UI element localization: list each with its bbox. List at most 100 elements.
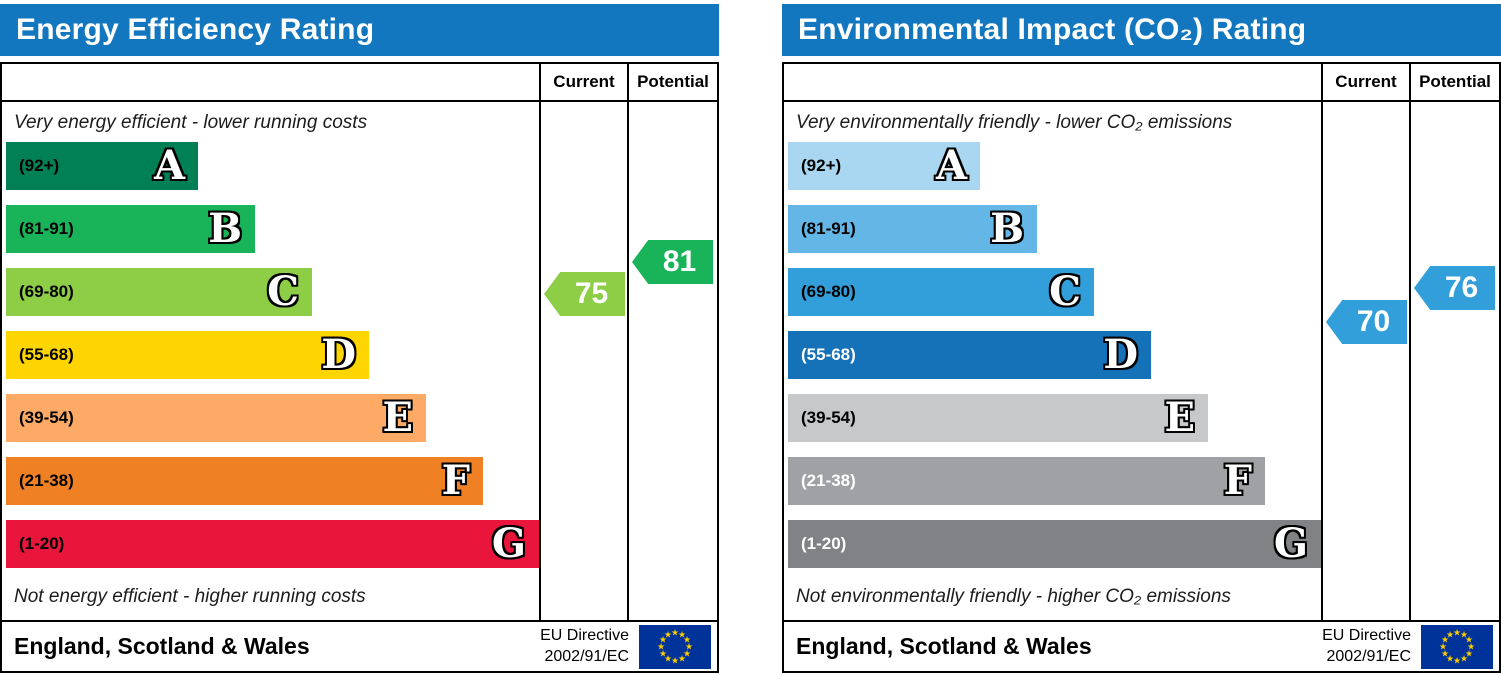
co2-region-label: England, Scotland & Wales (796, 633, 1092, 659)
energy-potential-value: 81 (662, 245, 697, 278)
band-g-range: (1-20) (801, 534, 847, 553)
eu-star-icon: ★ (684, 641, 694, 651)
energy-bands: (92+) A (81-91) B (69-80 (2, 142, 539, 568)
potential-column-header: Potential (637, 72, 709, 91)
current-column-header: Current (1323, 64, 1411, 100)
band-c-bar: (69-80) C (6, 268, 312, 316)
band-row-b: (81-91) B (6, 205, 539, 253)
energy-current-arrow: 75 (544, 272, 625, 316)
band-e-bar: (39-54) E (6, 394, 426, 442)
header-spacer (784, 64, 1323, 100)
band-d-range: (55-68) (19, 345, 74, 364)
band-a-letter: A (935, 142, 967, 189)
eu-star-icon: ★ (670, 627, 680, 637)
band-a-range: (92+) (19, 156, 60, 175)
environmental-impact-panel: Environmental Impact (CO₂) Rating Curren… (782, 4, 1501, 673)
co2-potential-arrow: 76 (1414, 266, 1495, 310)
band-f-bar: (21-38) F (788, 457, 1265, 505)
band-e-letter: E (382, 394, 414, 441)
co2-current-column: 70 (1323, 102, 1411, 620)
band-row-b: (81-91) B (788, 205, 1321, 253)
band-f-range: (21-38) (801, 471, 856, 490)
band-row-c: (69-80) C (788, 268, 1321, 316)
energy-bottom-note: Not energy efficient - higher running co… (14, 586, 366, 607)
eu-star-icon: ★ (663, 629, 673, 639)
band-row-d: (55-68) D (788, 331, 1321, 379)
co2-potential-column: 76 (1411, 102, 1499, 620)
band-c-letter: C (1049, 268, 1081, 315)
energy-rating-table: Current Potential Very energy efficient … (0, 62, 719, 673)
band-g-bar: (1-20) G (788, 520, 1321, 568)
energy-region-label: England, Scotland & Wales (14, 633, 310, 659)
energy-table-body: Very energy efficient - lower running co… (2, 102, 717, 620)
eu-star-icon: ★ (670, 655, 680, 665)
band-d-range: (55-68) (801, 345, 856, 364)
co2-table-footer: England, Scotland & Wales EU Directive 2… (784, 620, 1499, 671)
band-a-letter: A (153, 142, 185, 189)
co2-potential-value: 76 (1444, 271, 1479, 304)
energy-eu-directive: EU Directive 2002/91/EC (540, 626, 629, 668)
eu-directive-line2: 2002/91/EC (544, 647, 629, 665)
band-b-bar: (81-91) B (6, 205, 255, 253)
band-f-letter: F (1223, 457, 1252, 504)
energy-potential-column: 81 (629, 102, 717, 620)
eu-directive-line2: 2002/91/EC (1326, 647, 1411, 665)
eu-star-icon: ★ (658, 634, 668, 644)
band-row-f: (21-38) F (788, 457, 1321, 505)
eu-directive-line1: EU Directive (540, 626, 629, 644)
energy-chart-area: Very energy efficient - lower running co… (2, 102, 541, 620)
band-row-f: (21-38) F (6, 457, 539, 505)
current-column-header: Current (541, 64, 629, 100)
eu-star-icon: ★ (1459, 653, 1469, 663)
eu-star-icon: ★ (1445, 653, 1455, 663)
band-e-range: (39-54) (801, 408, 856, 427)
eu-flag: ★ ★ ★ ★ ★ ★ ★ ★ ★ ★ ★ ★ (1421, 624, 1493, 669)
eu-directive-line1: EU Directive (1322, 626, 1411, 644)
eu-star-icon: ★ (1452, 627, 1462, 637)
band-c-bar: (69-80) C (788, 268, 1094, 316)
co2-eu-directive: EU Directive 2002/91/EC (1322, 626, 1411, 668)
eu-star-icon: ★ (677, 629, 687, 639)
eu-star-icon: ★ (1464, 648, 1474, 658)
eu-star-icon: ★ (1438, 641, 1448, 651)
co2-top-note: Very environmentally friendly - lower CO… (796, 112, 1233, 133)
band-row-a: (92+) A (788, 142, 1321, 190)
co2-panel-title: Environmental Impact (CO₂) Rating (782, 4, 1501, 56)
band-b-range: (81-91) (19, 219, 74, 238)
energy-potential-arrow: 81 (632, 240, 713, 284)
co2-bands: (92+) A (81-91) B (69-80 (784, 142, 1321, 568)
co2-rating-table: Current Potential Very environmentally f… (782, 62, 1501, 673)
eu-star-icon: ★ (682, 648, 692, 658)
band-a-bar: (92+) A (788, 142, 980, 190)
band-f-letter: F (441, 457, 470, 504)
band-f-bar: (21-38) F (6, 457, 483, 505)
eu-star-icon: ★ (677, 653, 687, 663)
eu-star-icon: ★ (1440, 648, 1450, 658)
band-d-letter: D (1103, 331, 1138, 378)
energy-panel-title: Energy Efficiency Rating (0, 4, 719, 56)
band-b-letter: B (990, 205, 1024, 252)
eu-star-icon: ★ (1464, 634, 1474, 644)
header-spacer (2, 64, 541, 100)
band-g-range: (1-20) (19, 534, 65, 553)
band-d-bar: (55-68) D (6, 331, 369, 379)
energy-table-header: Current Potential (2, 64, 717, 102)
eu-star-icon: ★ (1452, 655, 1462, 665)
band-c-range: (69-80) (19, 282, 74, 301)
band-c-range: (69-80) (801, 282, 856, 301)
band-row-d: (55-68) D (6, 331, 539, 379)
band-a-range: (92+) (801, 156, 842, 175)
potential-column-header: Potential (1419, 72, 1491, 91)
eu-flag: ★ ★ ★ ★ ★ ★ ★ ★ ★ ★ ★ ★ (639, 624, 711, 669)
band-e-letter: E (1164, 394, 1196, 441)
band-g-bar: (1-20) G (6, 520, 539, 568)
co2-current-arrow: 70 (1326, 300, 1407, 344)
eu-star-icon: ★ (682, 634, 692, 644)
band-b-range: (81-91) (801, 219, 856, 238)
co2-chart-area: Very environmentally friendly - lower CO… (784, 102, 1323, 620)
co2-table-body: Very environmentally friendly - lower CO… (784, 102, 1499, 620)
eu-star-icon: ★ (658, 648, 668, 658)
co2-table-header: Current Potential (784, 64, 1499, 102)
energy-current-column: 75 (541, 102, 629, 620)
